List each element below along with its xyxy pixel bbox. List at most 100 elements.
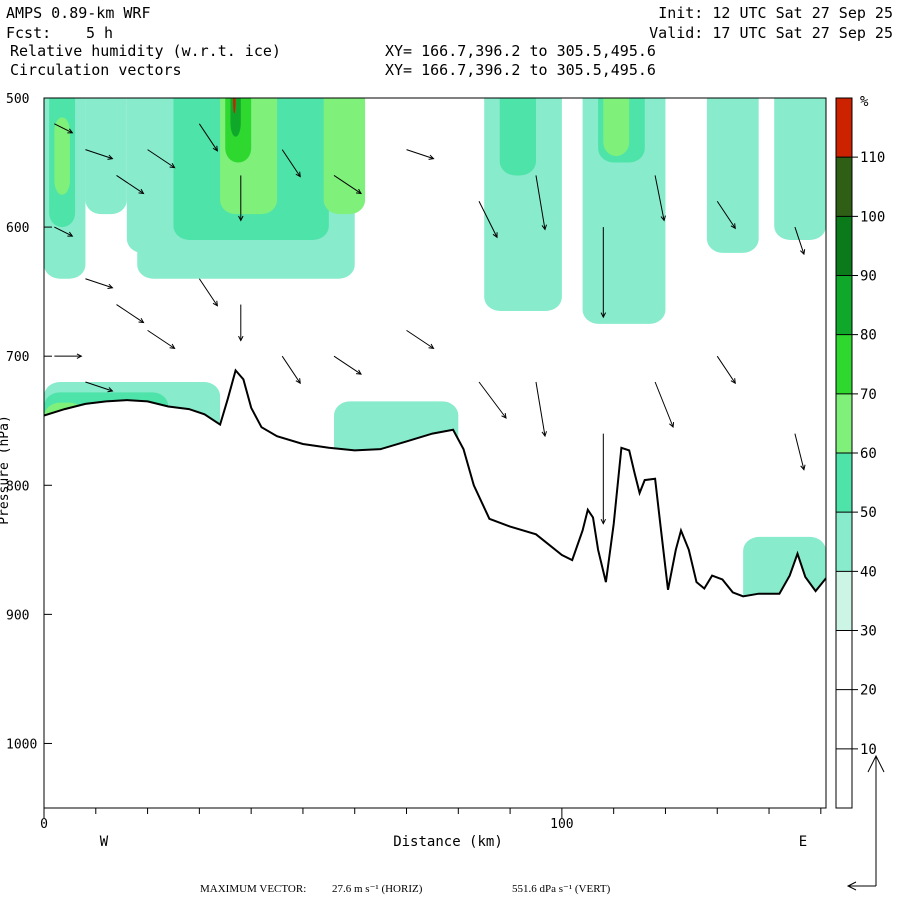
colorbar-segment-11 [836,98,852,158]
x-tick-label-0: 0 [40,817,48,832]
terrain-line [44,368,826,598]
y-tick-label-4: 900 [6,608,29,623]
colorbar-segment-10 [836,157,852,217]
reference-vector [846,754,885,891]
vector-arrow-26 [654,175,666,222]
vector-arrow-27 [654,381,675,429]
vector-arrow-19 [406,329,435,349]
vector-arrow-2 [54,353,83,359]
field-name-vectors: Circulation vectors [10,61,182,79]
vector-arrow-18 [406,149,435,160]
rh-region-16 [603,98,630,157]
rh-region-17 [706,98,759,253]
colorbar-label-4: 50 [860,505,877,521]
vector-arrow-28 [716,200,736,230]
circulation-vectors [54,123,806,525]
vector-arrow-5 [85,381,114,393]
vector-arrow-9 [147,329,176,349]
vector-arrow-16 [333,175,362,195]
model-name: AMPS 0.89-km WRF [6,4,151,22]
max-vector-vert: 551.6 dPa s⁻¹ (VERT) [512,883,611,895]
colorbar-segment-9 [836,216,852,276]
vector-arrow-13 [238,304,244,342]
vector-arrow-30 [794,226,806,256]
vector-arrow-25 [600,433,607,525]
vector-arrow-21 [478,381,507,419]
x-axis: 0 100 [40,808,822,832]
vector-arrow-3 [85,149,114,160]
vector-arrow-29 [716,355,736,385]
vector-arrow-23 [535,381,547,438]
vector-arrow-12 [238,175,244,222]
max-vector-horiz: 27.6 m s⁻¹ (HORIZ) [332,883,423,895]
colorbar-label-2: 30 [860,624,877,640]
colorbar-label-9: 100 [860,209,885,225]
rh-region-2 [54,117,70,195]
x-axis-label: Distance (km) [393,834,503,850]
colorbar-segment-3 [836,571,852,631]
vector-arrow-22 [535,175,547,231]
footer: MAXIMUM VECTOR: 27.6 m s⁻¹ (HORIZ) 551.6… [200,883,611,895]
y-tick-label-1: 600 [6,221,29,236]
y-tick-label-2: 700 [6,350,29,365]
vector-arrow-10 [198,123,218,152]
colorbar-segment-0 [836,748,852,808]
y-tick-label-3: 800 [6,479,29,494]
east-label: E [799,834,807,850]
rh-region-9 [230,98,241,137]
plot-frame [43,97,827,809]
vector-arrow-6 [116,175,145,195]
terrain-fill [44,370,826,808]
vector-arrow-15 [281,355,301,385]
terrain-profile [44,368,826,808]
valid-time: Valid: 17 UTC Sat 27 Sep 25 [649,24,893,42]
colorbar-unit: % [860,94,869,110]
max-vector-label: MAXIMUM VECTOR: [200,883,306,895]
forecast-hours: 5 h [86,24,113,42]
rh-region-18 [774,98,826,240]
colorbar-segment-5 [836,453,852,513]
colorbar-label-6: 70 [860,387,877,403]
colorbar-label-1: 20 [860,683,877,699]
vector-arrow-8 [147,149,176,169]
colorbar-label-0: 10 [860,742,877,758]
colorbar-label-10: 110 [860,150,885,166]
colorbar-label-8: 90 [860,269,877,285]
forecast-label: Fcst: [6,24,51,42]
colorbar-segment-7 [836,334,852,394]
vector-arrow-11 [198,278,218,307]
colorbar-segment-4 [836,512,852,572]
colorbar-label-5: 60 [860,446,877,462]
colorbar: 10 20 30 40 50 60 70 80 90 100 110 [835,97,885,809]
vector-arrow-31 [794,433,806,471]
vector-arrow-4 [85,278,114,289]
vector-arrow-20 [478,201,498,239]
field-name-rh: Relative humidity (w.r.t. ice) [10,42,281,60]
colorbar-segment-6 [836,393,852,453]
colorbar-label-7: 80 [860,328,877,344]
init-time: Init: 12 UTC Sat 27 Sep 25 [658,4,893,22]
y-tick-label-5: 1000 [6,737,37,752]
rh-region-10 [233,98,236,114]
xy-range-1: XY= 166.7,396.2 to 305.5,495.6 [385,42,656,60]
y-tick-label-0: 500 [6,92,29,107]
header: AMPS 0.89-km WRF Fcst: 5 h Relative humi… [6,4,893,79]
colorbar-segment-8 [836,275,852,335]
colorbar-segment-1 [836,689,852,749]
vector-arrow-1 [54,226,74,237]
rh-region-11 [323,98,366,215]
xy-range-2: XY= 166.7,396.2 to 305.5,495.6 [385,61,656,79]
vector-arrow-0 [54,123,74,134]
colorbar-segment-2 [836,630,852,690]
vector-arrow-17 [333,355,362,375]
x-tick-label-1: 100 [550,817,573,832]
vector-arrow-24 [600,227,607,319]
y-axis-label: Pressure (hPa) [0,415,12,525]
y-axis: 500 600 700 800 900 1000 [6,92,52,752]
vector-arrow-14 [281,149,301,178]
rh-region-13 [499,98,536,176]
west-label: W [100,834,109,850]
colorbar-label-3: 40 [860,564,877,580]
vector-arrow-7 [116,304,145,324]
